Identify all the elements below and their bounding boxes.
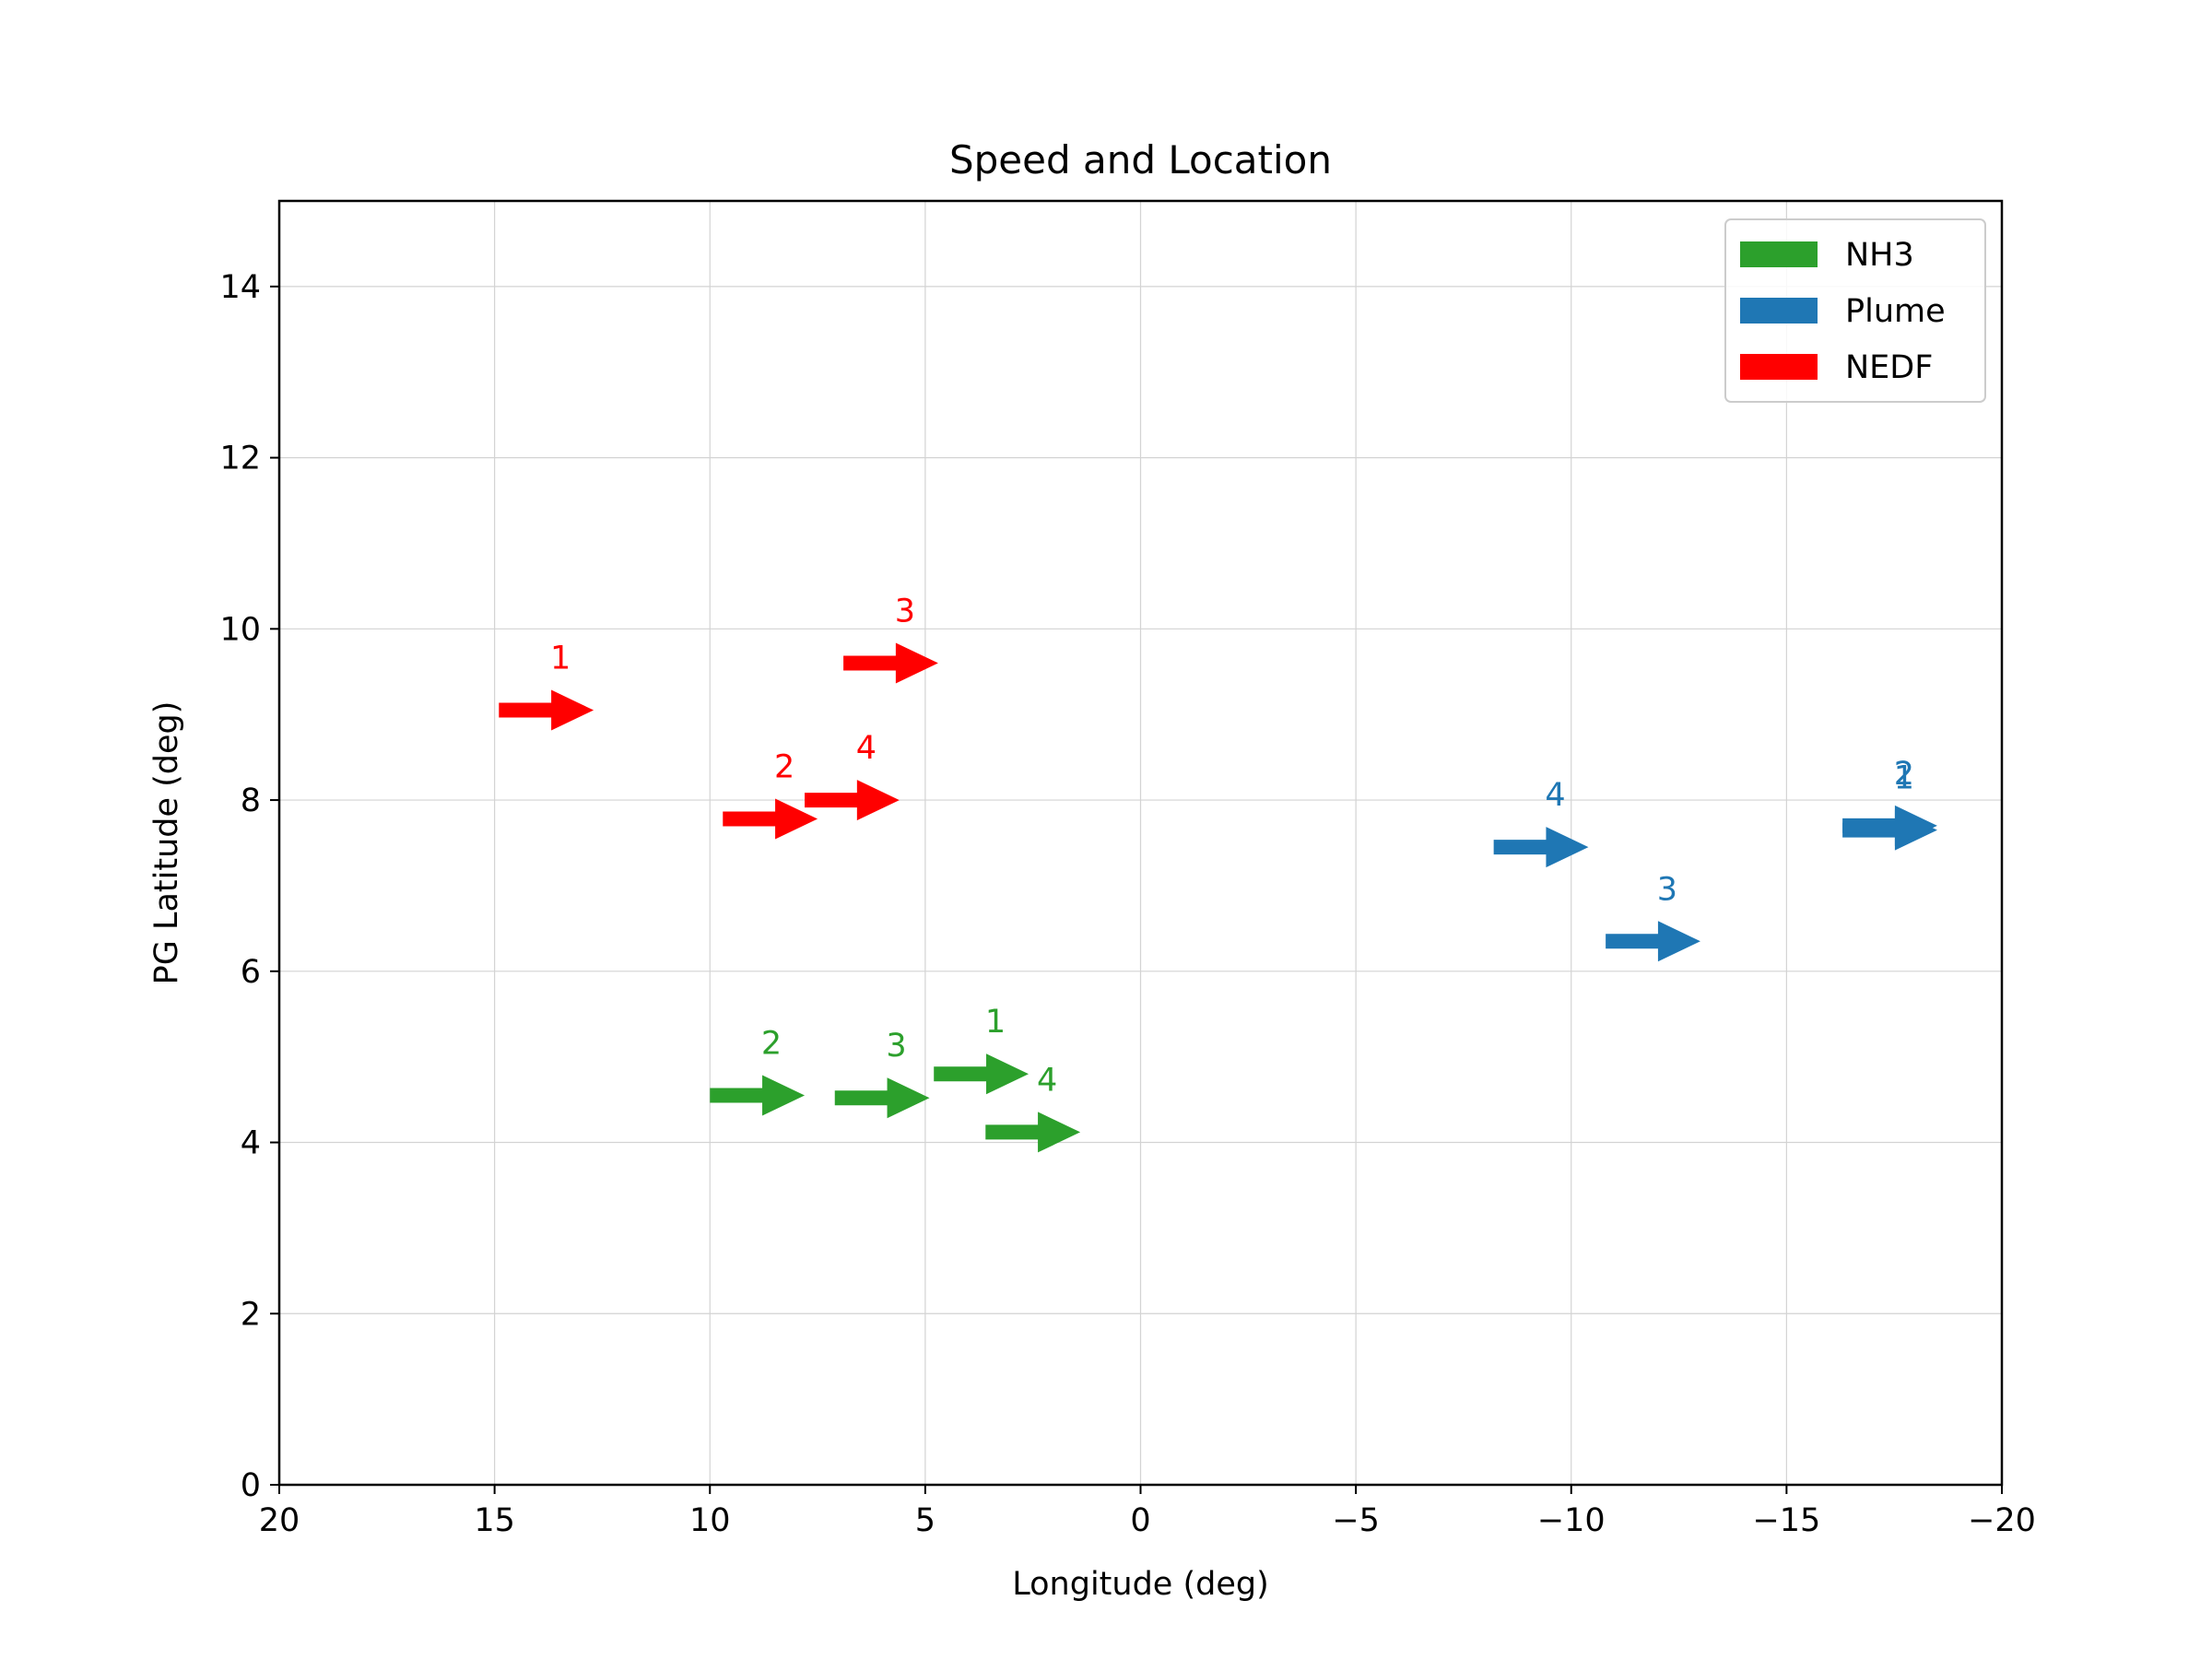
arrow-plume-3: [1606, 921, 1700, 962]
y-tick-label: 0: [241, 1467, 261, 1504]
x-tick-label: −5: [1332, 1502, 1380, 1539]
arrow-nedf-1: [499, 689, 594, 731]
arrow-label-plume-2: 2: [1894, 756, 1914, 793]
legend-swatch-nedf: [1740, 354, 1818, 380]
y-tick-label: 14: [219, 269, 261, 306]
y-tick-label: 8: [241, 782, 261, 819]
arrow-nh3-3: [834, 1077, 930, 1119]
arrow-plume-2: [1842, 805, 1937, 846]
arrow-nedf-3: [843, 642, 938, 684]
legend: NH3 Plume NEDF: [1724, 218, 1986, 403]
x-tick-label: 5: [915, 1502, 935, 1539]
arrow-label-nedf-1: 1: [550, 641, 571, 677]
arrow-label-plume-1: 1: [1894, 760, 1914, 797]
x-tick-label: 20: [259, 1502, 300, 1539]
arrow-nh3-1: [934, 1053, 1030, 1095]
arrow-label-nedf-3: 3: [895, 593, 915, 629]
legend-label-nh3: NH3: [1845, 237, 1914, 274]
arrow-nh3-2: [710, 1075, 806, 1116]
y-axis-label: PG Latitude (deg): [148, 701, 185, 985]
x-tick-label: −15: [1752, 1502, 1820, 1539]
y-tick-label: 12: [219, 441, 261, 477]
x-tick-label: 15: [474, 1502, 515, 1539]
y-tick-label: 10: [219, 611, 261, 648]
legend-label-nedf: NEDF: [1845, 349, 1933, 386]
arrow-label-nh3-1: 1: [985, 1004, 1006, 1041]
arrow-label-nh3-3: 3: [886, 1028, 906, 1065]
x-axis-label: Longitude (deg): [1012, 1566, 1268, 1603]
chart-title: Speed and Location: [949, 137, 1332, 182]
arrow-label-nh3-2: 2: [761, 1025, 782, 1062]
x-tick-label: 10: [689, 1502, 731, 1539]
arrow-label-plume-4: 4: [1545, 777, 1565, 814]
y-tick-label: 2: [241, 1296, 261, 1333]
arrow-nh3-4: [985, 1112, 1081, 1153]
x-tick-label: 0: [1130, 1502, 1150, 1539]
arrow-label-nh3-4: 4: [1037, 1062, 1057, 1099]
arrow-label-plume-3: 3: [1657, 871, 1677, 908]
legend-swatch-plume: [1740, 298, 1818, 324]
x-tick-label: −20: [1968, 1502, 2036, 1539]
y-tick-label: 6: [241, 954, 261, 991]
y-tick-label: 4: [241, 1125, 261, 1162]
arrow-label-nedf-4: 4: [856, 730, 877, 767]
arrow-nedf-4: [805, 780, 900, 821]
arrow-plume-4: [1493, 827, 1589, 868]
arrow-nedf-2: [723, 798, 818, 840]
x-tick-label: −10: [1537, 1502, 1606, 1539]
legend-label-plume: Plume: [1845, 293, 1946, 330]
arrow-label-nedf-2: 2: [774, 748, 794, 785]
legend-swatch-nh3: [1740, 241, 1818, 267]
